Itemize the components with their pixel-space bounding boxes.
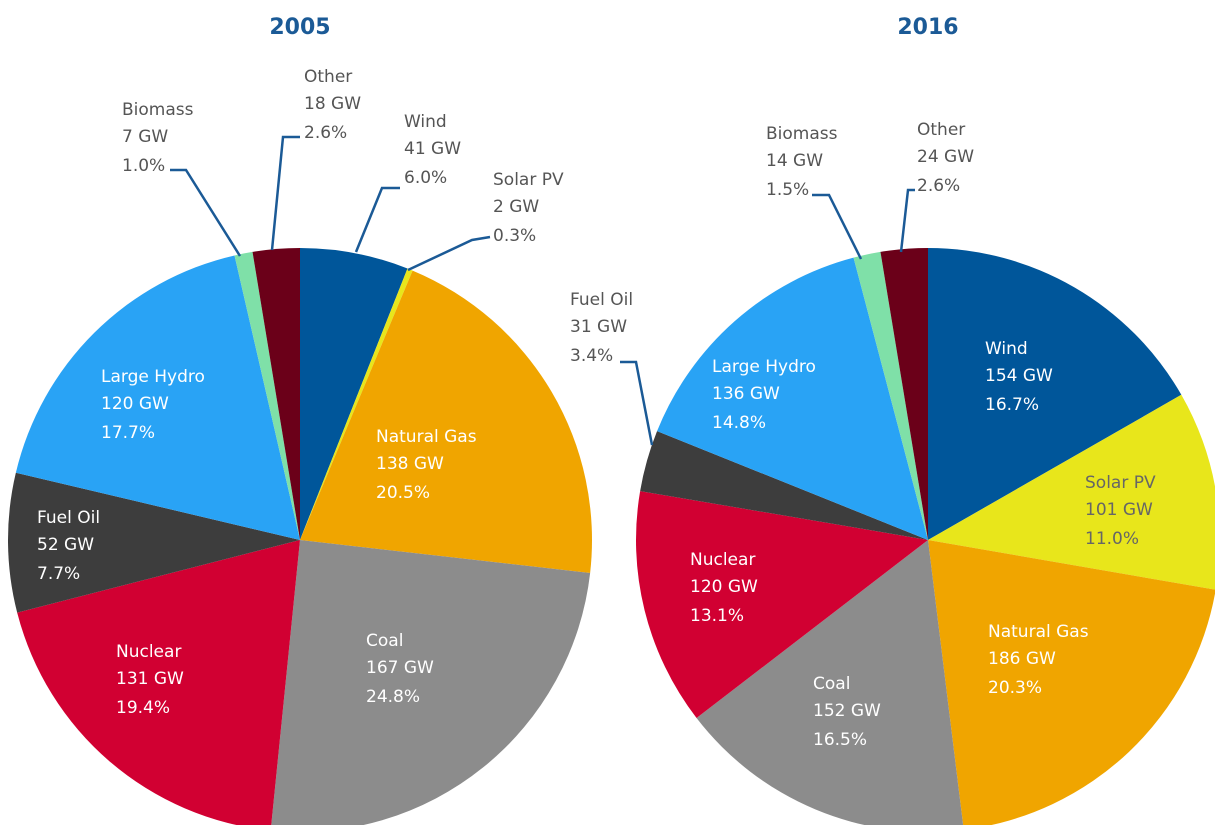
chart-title: 2005 (269, 15, 330, 40)
slice-percent-label: 2.6% (304, 123, 347, 143)
slice-percent-label: 13.1% (690, 606, 744, 626)
slice-value-label: 136 GW (712, 384, 780, 404)
slice-value-label: 120 GW (101, 394, 169, 414)
slice-value-label: 167 GW (366, 658, 434, 678)
slice-percent-label: 3.4% (570, 346, 613, 366)
slice-label: Natural Gas (988, 622, 1089, 642)
slice-percent-label: 16.5% (813, 730, 867, 750)
slice-label: Solar PV (493, 170, 564, 190)
slice-percent-label: 16.7% (985, 395, 1039, 415)
slice-value-label: 7 GW (122, 127, 168, 147)
leader-line (270, 135, 300, 251)
slice-value-label: 18 GW (304, 94, 361, 114)
pie-slice (657, 257, 928, 540)
leader-line (899, 188, 915, 253)
slice-value-label: 52 GW (37, 535, 94, 555)
pie-slice (252, 248, 300, 540)
pie-slice (928, 394, 1215, 590)
slice-label: Nuclear (690, 550, 755, 570)
slice-percent-label: 11.0% (1085, 529, 1139, 549)
slice-label: Natural Gas (376, 427, 477, 447)
slice-percent-label: 2.6% (917, 176, 960, 196)
slice-label: Fuel Oil (37, 508, 100, 528)
slice-label: Wind (985, 339, 1028, 359)
slice-value-label: 2 GW (493, 197, 539, 217)
slice-percent-label: 20.3% (988, 678, 1042, 698)
slice-value-label: 101 GW (1085, 500, 1153, 520)
slice-label: Solar PV (1085, 473, 1156, 493)
slice-value-label: 152 GW (813, 701, 881, 721)
pie-slice (271, 540, 591, 825)
leader-line (354, 186, 400, 253)
slice-label: Large Hydro (712, 357, 816, 377)
leader-line (620, 360, 654, 446)
slice-value-label: 31 GW (570, 317, 627, 337)
slice-label: Coal (366, 631, 403, 651)
slice-percent-label: 19.4% (116, 698, 170, 718)
slice-percent-label: 1.0% (122, 156, 165, 176)
slice-percent-label: 20.5% (376, 483, 430, 503)
chart-title: 2016 (897, 15, 958, 40)
slice-value-label: 14 GW (766, 151, 823, 171)
pie-slice (234, 251, 300, 541)
pie-slice (635, 491, 928, 719)
slice-label: Biomass (766, 124, 838, 144)
leader-line (407, 235, 491, 272)
slice-value-label: 138 GW (376, 454, 444, 474)
pie-slice (300, 270, 592, 573)
slice-label: Fuel Oil (570, 290, 633, 310)
leader-line (170, 168, 242, 257)
slice-value-label: 154 GW (985, 366, 1053, 386)
pie-slice (15, 255, 301, 540)
slice-percent-label: 0.3% (493, 226, 536, 246)
slice-percent-label: 6.0% (404, 168, 447, 188)
slice-value-label: 186 GW (988, 649, 1056, 669)
leader-line (812, 193, 863, 260)
pie-slice (853, 251, 928, 540)
pie-slice (696, 540, 964, 825)
slice-label: Coal (813, 674, 850, 694)
pie-slice (8, 472, 300, 613)
slice-percent-label: 14.8% (712, 413, 766, 433)
slice-label: Biomass (122, 100, 194, 120)
slice-value-label: 41 GW (404, 139, 461, 159)
slice-value-label: 120 GW (690, 577, 758, 597)
slice-label: Other (304, 67, 352, 87)
pie-slice (640, 431, 928, 540)
slice-percent-label: 7.7% (37, 564, 80, 584)
pie-slice (928, 540, 1215, 825)
slice-label: Nuclear (116, 642, 181, 662)
pie-slice (300, 268, 413, 540)
pie-slice (880, 248, 928, 540)
slice-percent-label: 1.5% (766, 180, 809, 200)
pie-slice (300, 248, 408, 540)
pie-slice (928, 248, 1182, 540)
slice-value-label: 24 GW (917, 147, 974, 167)
slice-percent-label: 17.7% (101, 423, 155, 443)
slice-label: Other (917, 120, 965, 140)
slice-label: Wind (404, 112, 447, 132)
pie-slice (17, 540, 300, 825)
slice-label: Large Hydro (101, 367, 205, 387)
slice-value-label: 131 GW (116, 669, 184, 689)
slice-percent-label: 24.8% (366, 687, 420, 707)
